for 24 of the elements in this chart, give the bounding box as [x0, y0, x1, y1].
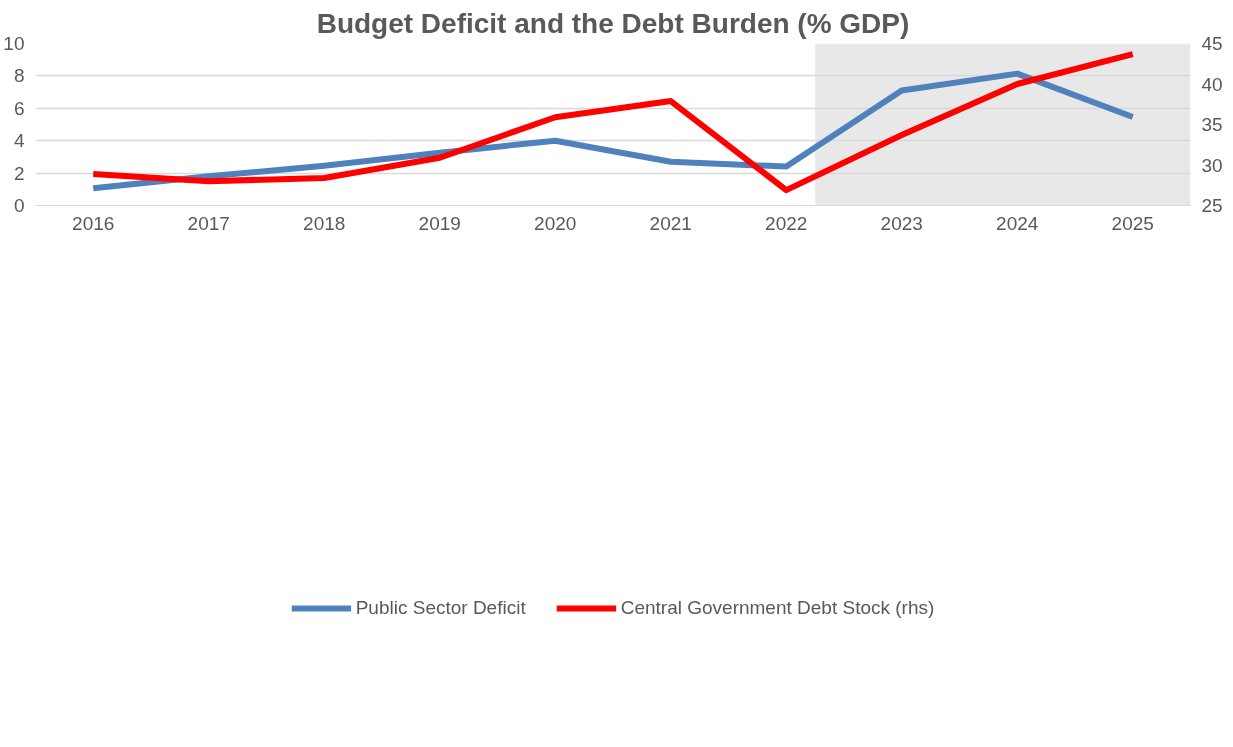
- x-tick-label: 2020: [534, 212, 577, 234]
- x-tick-label: 2023: [880, 212, 923, 234]
- x-tick-label: 2017: [187, 212, 230, 234]
- x-tick-label: 2024: [996, 212, 1039, 234]
- x-tick-label: 2016: [72, 212, 115, 234]
- y-tick-label: 4: [13, 130, 25, 152]
- y-tick-label: 8: [13, 65, 25, 87]
- y-tick-label: 6: [13, 97, 25, 119]
- x-tick-label: 2025: [1111, 212, 1154, 234]
- y-tick-label: 10: [3, 33, 25, 54]
- x-tick-label: 2018: [303, 212, 346, 234]
- legend-label: Central Government Debt Stock (rhs): [620, 596, 935, 619]
- y2-tick-label: 45: [1201, 33, 1223, 54]
- y-tick-label: 2: [13, 162, 25, 184]
- chart-title: Budget Deficit and the Debt Burden (% GDP): [316, 7, 910, 39]
- y2-tick-label: 30: [1201, 154, 1223, 176]
- y2-tick-label: 40: [1201, 73, 1223, 95]
- y2-tick-label: 25: [1201, 195, 1223, 216]
- legend-label: Public Sector Deficit: [355, 596, 526, 619]
- x-tick-label: 2019: [418, 212, 461, 234]
- y2-tick-label: 35: [1201, 114, 1223, 135]
- x-tick-label: 2021: [649, 212, 692, 234]
- x-tick-label: 2022: [765, 212, 808, 234]
- y-tick-label: 0: [13, 195, 25, 216]
